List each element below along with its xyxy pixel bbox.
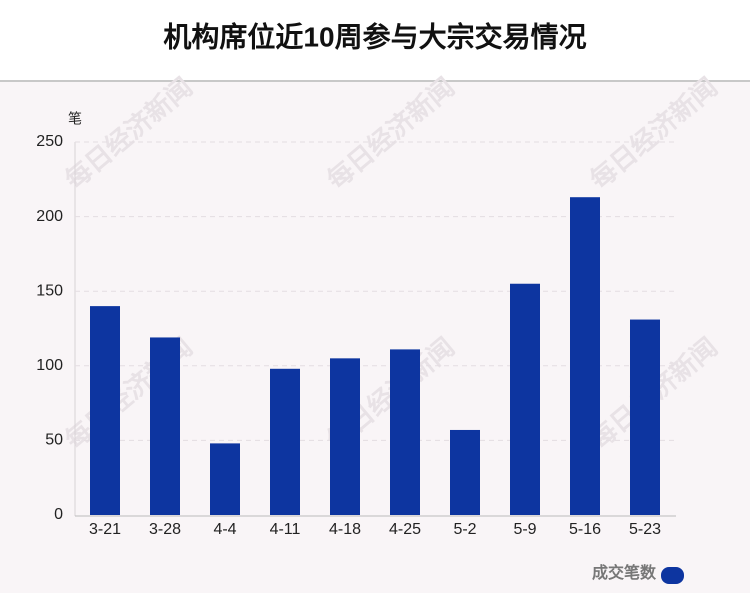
x-tick-label: 3-28 xyxy=(149,521,181,538)
bar xyxy=(570,197,600,516)
bar xyxy=(390,349,420,515)
bar xyxy=(330,358,360,515)
y-tick-label: 250 xyxy=(36,133,63,150)
bar xyxy=(630,319,660,515)
chart-title: 机构席位近10周参与大宗交易情况 xyxy=(163,20,586,52)
y-tick-label: 0 xyxy=(54,506,63,523)
watermark: 每日经济新闻 xyxy=(59,72,198,195)
y-tick-label: 50 xyxy=(45,432,63,449)
x-tick-label: 5-2 xyxy=(453,521,476,538)
y-tick-label: 100 xyxy=(36,357,63,374)
watermark: 每日经济新闻 xyxy=(321,72,460,195)
title-band xyxy=(0,0,750,81)
x-tick-label: 5-16 xyxy=(569,521,601,538)
x-tick-label: 4-18 xyxy=(329,521,361,538)
x-tick-label: 3-21 xyxy=(89,521,121,538)
x-tick-label: 4-25 xyxy=(389,521,421,538)
bar xyxy=(270,368,300,515)
x-tick-label: 4-4 xyxy=(213,521,236,538)
x-tick-label: 5-23 xyxy=(629,521,661,538)
legend-swatch xyxy=(661,567,684,584)
bar xyxy=(90,306,120,515)
watermark: 每日经济新闻 xyxy=(584,72,723,195)
bar xyxy=(150,337,180,515)
y-tick-label: 150 xyxy=(36,282,63,299)
y-tick-label: 200 xyxy=(36,208,63,225)
bar xyxy=(210,443,240,515)
bar xyxy=(510,283,540,515)
x-tick-label: 5-9 xyxy=(513,521,536,538)
legend-label: 成交笔数 xyxy=(592,563,657,582)
x-tick-label: 4-11 xyxy=(270,521,301,538)
y-axis-unit: 笔 xyxy=(68,111,82,127)
bar xyxy=(450,429,480,515)
